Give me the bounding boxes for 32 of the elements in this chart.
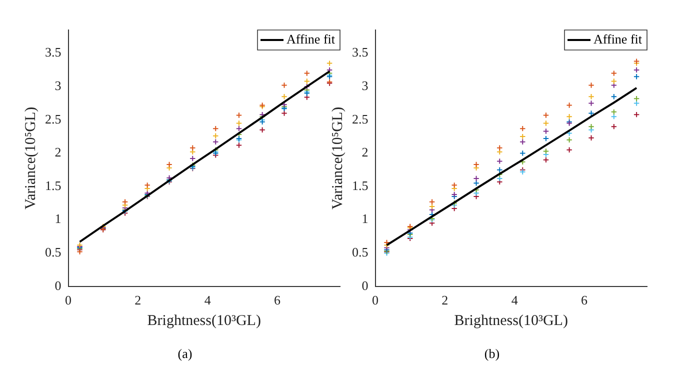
y-tick-label: 3.5 [45, 44, 62, 60]
y-tick-label: 3 [54, 78, 62, 94]
y-tick-label: 1 [362, 211, 368, 226]
x-tick-label: 2 [134, 292, 142, 308]
y-tick-label: 3 [362, 78, 368, 94]
y-tick-label: 2 [54, 144, 62, 160]
y-tick-label: 3.5 [352, 44, 368, 60]
x-axis-title: Brightness(10³GL) [454, 312, 568, 329]
y-tick-label: 0 [362, 278, 368, 293]
y-axis-title: Variance(10⁵GL) [22, 106, 39, 210]
x-tick-label: 0 [65, 292, 72, 308]
y-tick-label: 2 [362, 144, 368, 160]
x-tick-label: 4 [204, 292, 212, 308]
text: (a) [176, 346, 194, 362]
y-tick-label: 1.5 [45, 178, 62, 193]
y-tick-label: 1.5 [352, 178, 368, 193]
text: (b) [483, 346, 501, 362]
x-tick-label: 0 [372, 292, 378, 308]
y-tick-label: 0 [54, 278, 62, 293]
y-tick-label: 0.5 [352, 244, 368, 260]
legend-label: Affine fit [286, 31, 336, 46]
y-tick-label: 2.5 [352, 111, 368, 126]
x-tick-label: 6 [274, 292, 282, 308]
x-axis-title: Brightness(10³GL) [147, 312, 261, 329]
y-axis-title: Variance(10⁵GL) [330, 106, 346, 210]
x-tick-label: 2 [442, 292, 448, 308]
y-tick-label: 2.5 [45, 111, 62, 126]
y-tick-label: 1 [54, 211, 62, 226]
y-tick-label: 0.5 [45, 244, 62, 260]
legend-label: Affine fit [594, 31, 642, 46]
x-tick-label: 6 [581, 292, 588, 308]
x-tick-label: 4 [511, 292, 518, 308]
